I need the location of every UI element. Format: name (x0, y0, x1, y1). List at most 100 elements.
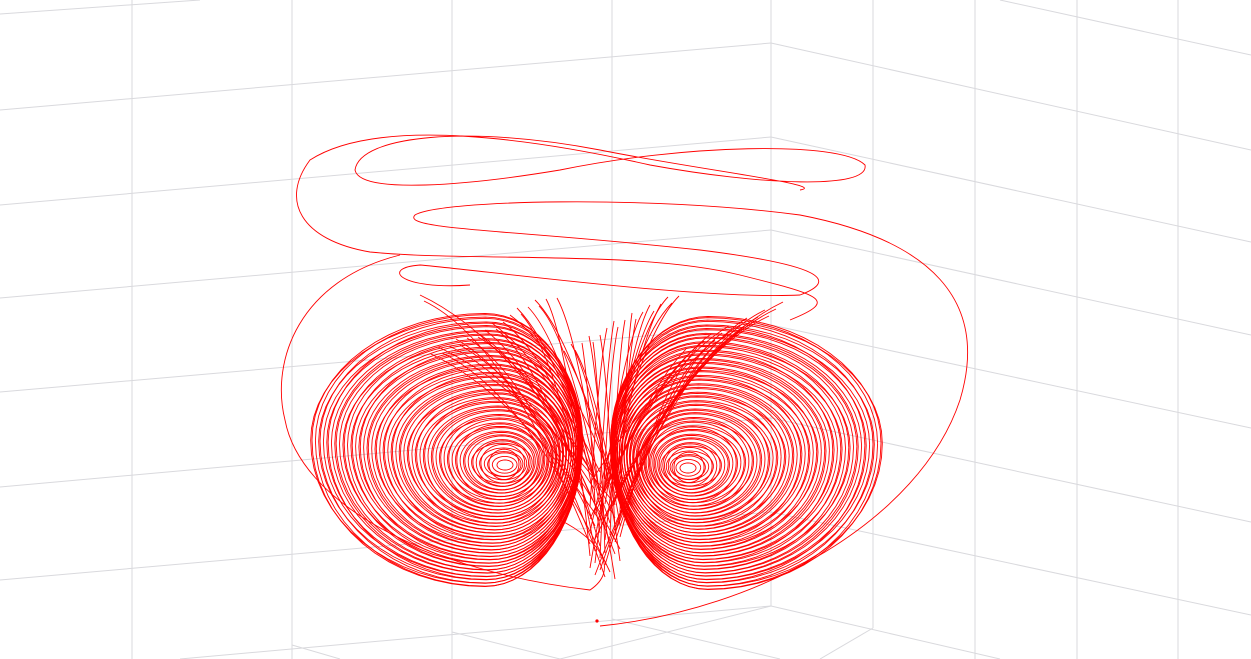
trajectory-loop (339, 334, 582, 571)
trajectory-crossing (574, 349, 621, 526)
trajectory-loop (610, 334, 859, 577)
trajectory-loop (446, 422, 548, 501)
trajectory-loop (675, 458, 702, 477)
trajectory-loop (406, 392, 567, 524)
trajectory-crossing (441, 352, 611, 573)
trajectory-loop (487, 452, 522, 477)
trajectory-loop (314, 314, 582, 587)
trajectory-loop (633, 404, 771, 520)
trajectory-crossing (509, 314, 621, 501)
trajectory-loop (350, 346, 581, 561)
trajectory-loop (628, 391, 785, 530)
trajectory-loop (655, 434, 730, 497)
trajectory-loop (614, 346, 842, 567)
trajectory-loop (496, 459, 514, 471)
trajectory-loop (629, 400, 779, 524)
trajectory (281, 134, 969, 627)
trajectory-loop (673, 451, 705, 483)
trajectory-loop (430, 406, 556, 514)
trajectory-loop (612, 349, 843, 564)
trajectory-loop (318, 321, 584, 581)
trajectory-loop (665, 450, 714, 484)
grid-line (770, 229, 1251, 336)
trajectory-loop (351, 343, 579, 564)
grid-line (179, 605, 772, 659)
trajectory-loop (644, 418, 750, 510)
trajectory-loop (358, 351, 580, 557)
trajectory-loop (611, 344, 851, 567)
trajectory-loop (383, 368, 573, 544)
trajectory-loop (635, 401, 769, 523)
trajectory-loop (647, 421, 745, 507)
trajectory-loop (632, 396, 777, 527)
trajectory-loop (637, 409, 763, 517)
trajectory-loop (636, 408, 766, 517)
trajectory-crossing (556, 297, 601, 498)
trajectory-loop (491, 455, 518, 474)
trajectory-crossing (563, 350, 611, 475)
trajectory-loop (612, 342, 846, 570)
trajectory-loop (342, 341, 582, 564)
trajectory-outer (281, 134, 969, 627)
trajectory-loop (667, 446, 713, 487)
trajectory-loop (616, 370, 819, 547)
trajectory-loop (424, 398, 558, 520)
trajectory-loop (359, 347, 578, 560)
trajectory-loop (366, 356, 579, 554)
trajectory-crossing (419, 294, 591, 471)
trajectory-loop (398, 381, 570, 534)
trajectory-loop (618, 374, 811, 544)
trajectory-loop (390, 376, 572, 537)
grid-line (0, 42, 772, 111)
trajectory-crossing (599, 326, 619, 559)
trajectory-loop (382, 371, 575, 541)
trajectory-loop (621, 379, 803, 540)
trajectory-loop (456, 423, 541, 500)
trajectory-loop (648, 428, 742, 501)
trajectory-start (595, 619, 599, 623)
trajectory-loop (411, 389, 564, 527)
trajectory-loop (480, 443, 526, 484)
trajectory-loop (629, 392, 782, 530)
trajectory-loop (479, 447, 528, 481)
trajectory-crossing (570, 343, 621, 562)
grid-line (770, 511, 1251, 616)
trajectory-loop (626, 395, 787, 527)
trajectory-loop (652, 426, 737, 503)
trajectory-crossing (609, 319, 626, 536)
grid-line (0, 229, 772, 299)
trajectory-loop (379, 364, 575, 547)
trajectory-loop (438, 417, 552, 504)
trajectory-loop (319, 317, 581, 584)
trajectory-loop (435, 410, 553, 511)
grid-line (770, 42, 1251, 151)
trajectory-loop (640, 413, 758, 514)
trajectory-loop (679, 462, 697, 474)
trajectory-loop (310, 316, 583, 584)
trajectory-loop (448, 418, 546, 504)
trajectory-loop (467, 435, 535, 491)
trajectory-loop (613, 354, 835, 560)
trajectory-crossing (599, 334, 616, 531)
grid-line (559, 605, 772, 659)
trajectory-crossing (538, 305, 616, 580)
trajectory-loop (327, 322, 581, 580)
trajectory-loop (641, 420, 755, 507)
trajectory-crossing (534, 299, 616, 506)
grid-line (611, 618, 781, 659)
grid-line (819, 627, 874, 659)
trajectory-loop (653, 433, 734, 497)
trajectory-loop (463, 431, 538, 494)
trajectory-loop (671, 455, 706, 480)
trajectory-loop (632, 403, 774, 521)
trajectory-loop (443, 415, 549, 507)
trajectory-loop (416, 393, 561, 524)
trajectory-loop (639, 412, 761, 514)
trajectory-loop (403, 385, 567, 531)
trajectory-loop (614, 359, 827, 557)
trajectory-loop (347, 339, 581, 567)
trajectory-loop (374, 367, 577, 544)
